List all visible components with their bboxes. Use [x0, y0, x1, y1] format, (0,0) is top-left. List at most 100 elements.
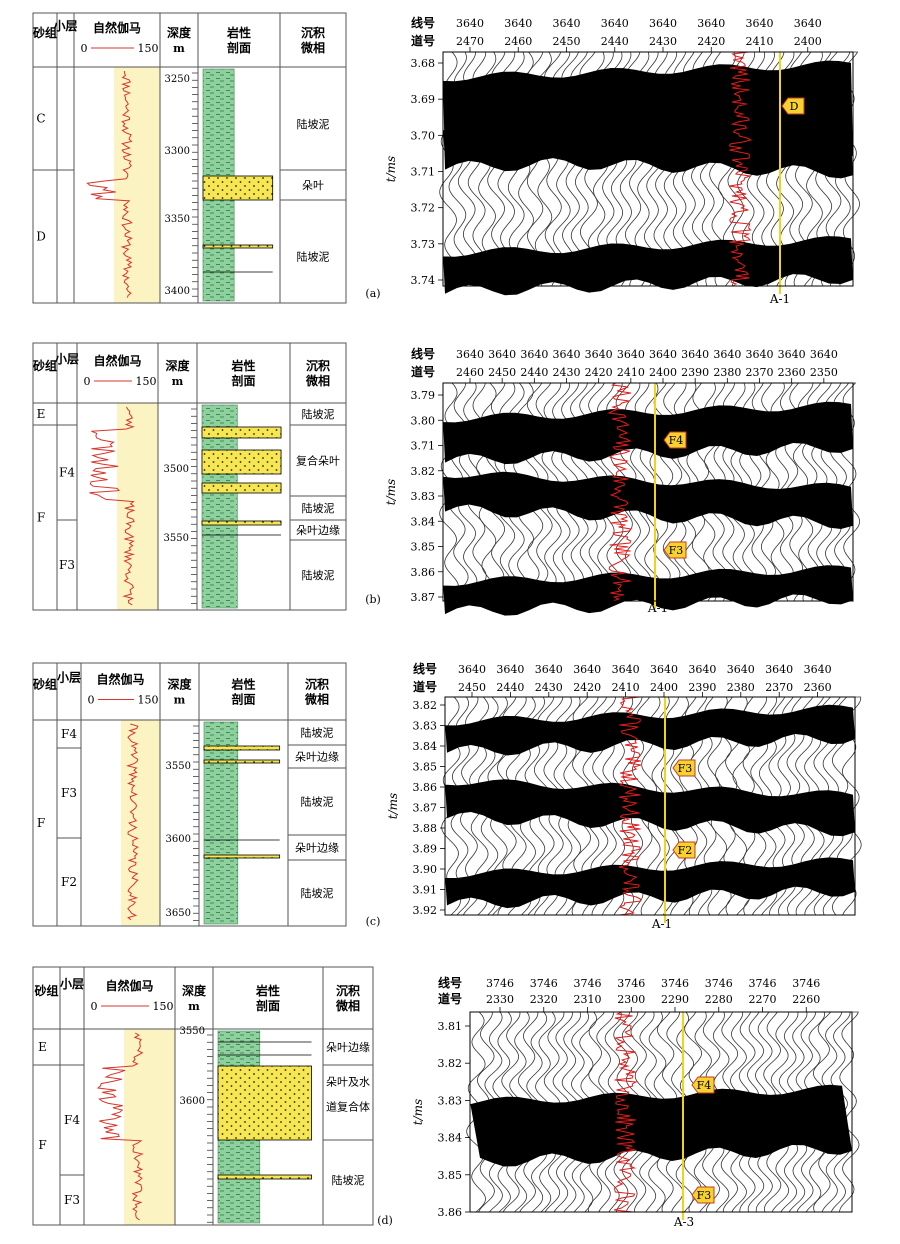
trace-number-value: 2380 — [713, 366, 741, 379]
line-number-value: 3640 — [496, 663, 524, 676]
gamma-ray-curve — [86, 70, 133, 298]
horizon-marker-label: D — [790, 100, 799, 113]
facies-label: 陆坡泥 — [302, 568, 335, 582]
horizon-marker — [672, 759, 696, 777]
trace-number-value: 2410 — [617, 366, 645, 379]
time-tick-label: 3.85 — [413, 761, 438, 774]
line-number-value: 3640 — [601, 17, 629, 30]
trace-number-value: 2420 — [585, 366, 613, 379]
well-name-label: A-3 — [673, 1215, 694, 1229]
time-tick-label: 3.85 — [411, 541, 436, 554]
trace-number-value: 2400 — [794, 35, 822, 48]
time-tick-label: 3.86 — [411, 566, 436, 579]
layer-label: F3 — [59, 558, 75, 572]
header-facies-2: 微相 — [300, 40, 325, 55]
seismic-trace — [839, 1011, 860, 1213]
line-number-value: 3746 — [749, 977, 777, 990]
sandstone-bed — [203, 759, 281, 764]
panel-label: (a) — [365, 287, 380, 300]
time-tick-label: 3.87 — [413, 802, 438, 815]
trace-number-value: 2470 — [456, 35, 484, 48]
header-layer: 小层 — [55, 351, 79, 366]
sandstone-bed — [201, 520, 282, 526]
header-lithology: 岩性 — [226, 25, 251, 40]
sandstone-bed — [217, 1174, 312, 1180]
horizon-marker-label: F4 — [669, 434, 684, 447]
seismic-frame — [469, 1011, 853, 1213]
trace-number-value: 2440 — [601, 35, 629, 48]
time-tick-label: 3.84 — [413, 740, 438, 753]
trace-number-value: 2440 — [496, 681, 524, 694]
well-log-trace — [728, 51, 753, 287]
line-number-value: 3746 — [792, 977, 820, 990]
line-number-value: 3640 — [778, 348, 806, 361]
line-number-value: 3640 — [727, 663, 755, 676]
time-tick-label: 3.69 — [411, 93, 436, 106]
trace-number-value: 2370 — [746, 366, 774, 379]
reflector-peak — [445, 779, 855, 837]
facies-label: 陆坡泥 — [297, 117, 330, 131]
horizon-marker — [691, 1186, 715, 1204]
trace-number-value: 2410 — [612, 681, 640, 694]
line-number-value: 3746 — [574, 977, 602, 990]
trace-number-value: 2360 — [804, 681, 832, 694]
header-depth-unit: m — [174, 694, 186, 707]
facies-label: 朵叶边缘 — [295, 842, 339, 855]
header-gamma: 自然伽马 — [93, 20, 141, 35]
seismic-frame — [442, 51, 854, 287]
sand-group-label: F — [37, 511, 45, 525]
header-gamma-max: 150 — [153, 1000, 174, 1013]
horizon-marker-label: F3 — [678, 762, 693, 775]
facies-label: 复合朵叶 — [296, 454, 340, 468]
trace-number-value: 2450 — [553, 35, 581, 48]
trace-number-value: 2430 — [553, 366, 581, 379]
line-number-value: 3746 — [530, 977, 558, 990]
header-gamma-min: 0 — [88, 694, 95, 707]
header-lithology: 岩性 — [230, 677, 255, 692]
time-tick-label: 3.79 — [411, 389, 436, 402]
time-tick-label: 3.70 — [411, 129, 436, 142]
depth-label: 3600 — [180, 1096, 205, 1107]
horizon-marker — [672, 841, 696, 859]
facies-label: 朵叶及水 — [326, 1076, 370, 1089]
gamma-ray-curve — [96, 1032, 144, 1221]
header-depth: 深度 — [165, 358, 190, 373]
time-tick-label: 3.91 — [413, 884, 438, 897]
depth-label: 3550 — [166, 761, 191, 772]
facies-label: 朵叶边缘 — [295, 751, 339, 764]
reflector-peak — [445, 704, 855, 756]
reflector-peak — [443, 565, 853, 616]
layer-label: F3 — [64, 1193, 80, 1207]
time-axis-label: t/ms — [386, 793, 400, 819]
trace-number-value: 2310 — [574, 993, 602, 1006]
line-number-label: 线号 — [411, 15, 435, 30]
time-tick-label: 3.86 — [413, 781, 438, 794]
header-gamma: 自然伽马 — [93, 353, 141, 368]
header-depth: 深度 — [167, 25, 192, 40]
time-tick-label: 3.83 — [411, 490, 436, 503]
sand-group-label: C — [36, 112, 45, 126]
sand-group-label: F — [37, 816, 45, 830]
panel-label: (d) — [377, 1214, 393, 1227]
time-tick-label: 3.81 — [438, 1020, 463, 1033]
time-tick-label: 3.83 — [438, 1094, 463, 1107]
header-facies: 沉积 — [306, 358, 330, 373]
trace-number-label: 道号 — [411, 33, 435, 48]
gamma-fill — [117, 403, 158, 610]
depth-label: 3650 — [166, 908, 191, 919]
trace-number-value: 2360 — [778, 366, 806, 379]
header-facies: 沉积 — [336, 983, 360, 998]
facies-label: 朵叶边缘 — [326, 1041, 370, 1054]
trace-number-value: 2260 — [792, 993, 820, 1006]
facies-label: 陆坡泥 — [301, 795, 334, 809]
line-number-value: 3640 — [573, 663, 601, 676]
seismic-frame — [444, 696, 856, 916]
trace-number-value: 2400 — [649, 366, 677, 379]
line-number-value: 3640 — [810, 348, 838, 361]
panel-frame — [32, 662, 347, 927]
time-tick-label: 3.71 — [411, 166, 436, 179]
header-depth-unit: m — [188, 1000, 200, 1013]
